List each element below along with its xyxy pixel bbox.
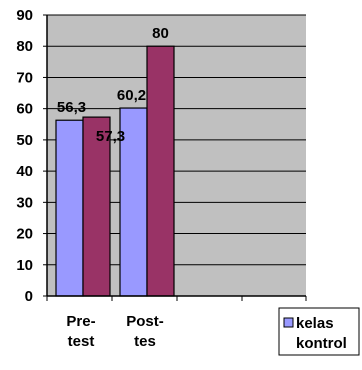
bar-series-2-1 bbox=[146, 45, 175, 297]
data-label: 60,2 bbox=[117, 87, 146, 104]
y-tick-label: 50 bbox=[16, 132, 33, 149]
x-tick-label: Pre- bbox=[66, 313, 95, 330]
y-tick-labels: 0 10 20 30 40 50 60 70 80 90 bbox=[16, 7, 33, 305]
y-tick-label: 70 bbox=[16, 69, 33, 86]
legend-label: kelas bbox=[296, 315, 334, 332]
legend-box bbox=[278, 307, 360, 356]
data-label: 56,3 bbox=[57, 99, 86, 116]
x-tick-label: test bbox=[68, 333, 95, 350]
y-tick-label: 60 bbox=[16, 101, 33, 118]
bar-series-1-1 bbox=[119, 107, 148, 297]
y-tick-label: 90 bbox=[16, 7, 33, 24]
x-tick-labels: Pre-test Post-tes bbox=[66, 313, 163, 350]
bar-series-1-0 bbox=[55, 119, 84, 297]
bars bbox=[55, 45, 175, 297]
legend-swatch bbox=[283, 317, 294, 328]
data-labels: 56,3 60,2 57,3 80 bbox=[57, 25, 169, 145]
y-tick-label: 20 bbox=[16, 226, 33, 243]
x-tick-label: Post- bbox=[126, 313, 164, 330]
y-tick-label: 0 bbox=[25, 288, 33, 305]
y-tick-label: 30 bbox=[16, 194, 33, 211]
legend-label: kontrol bbox=[296, 335, 347, 352]
y-tick-label: 10 bbox=[16, 257, 33, 274]
axes bbox=[43, 14, 307, 301]
data-label: 57,3 bbox=[96, 128, 125, 145]
data-label: 80 bbox=[152, 25, 169, 42]
y-tick-label: 40 bbox=[16, 163, 33, 180]
legend: kelas kontrol bbox=[278, 307, 360, 356]
y-tick-label: 80 bbox=[16, 38, 33, 55]
x-tick-label: tes bbox=[134, 333, 156, 350]
